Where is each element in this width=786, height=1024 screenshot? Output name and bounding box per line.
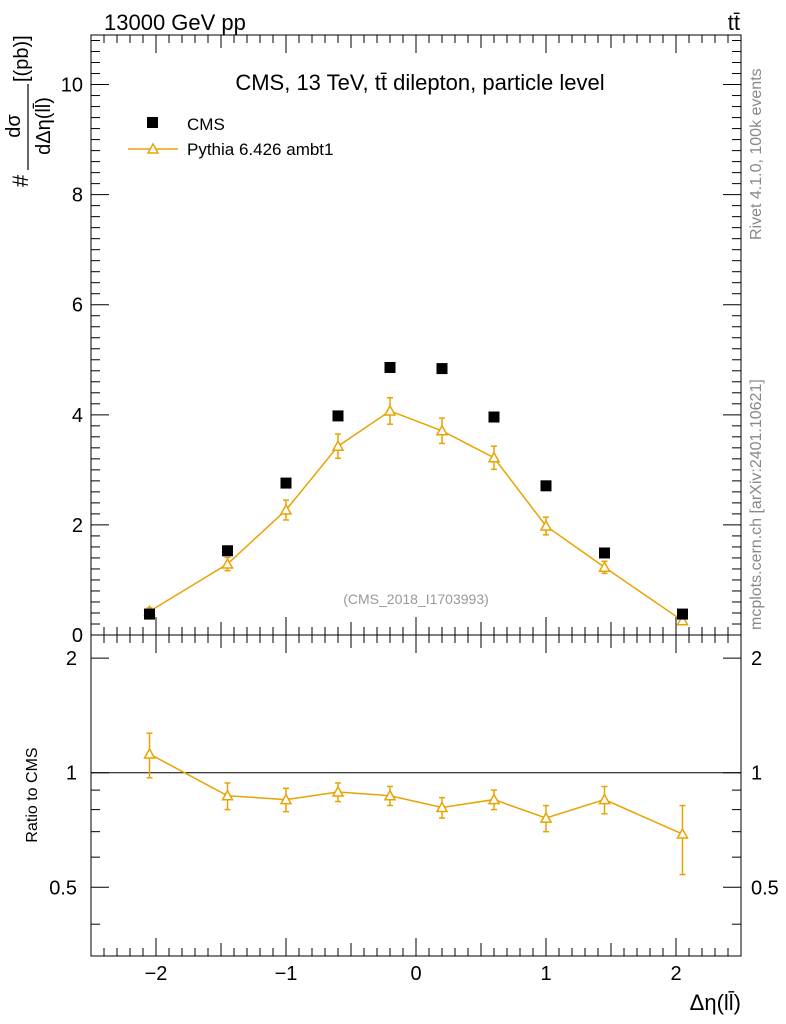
- pythia-point: [331, 439, 345, 451]
- ratio-point: [143, 747, 156, 759]
- ratio-point: [435, 800, 449, 813]
- ratio-point: [331, 785, 345, 797]
- ratio-axis-ticks: −2 −1 0 1 2 0.5 0.5 1 1 2 2: [49, 635, 779, 985]
- analysis-tag: (CMS_2018_I1703993): [343, 591, 489, 607]
- pythia-point: [279, 503, 293, 515]
- cms-point: [436, 363, 448, 375]
- cms-point: [540, 480, 552, 492]
- ratio-point: [539, 811, 553, 823]
- pythia-point: [539, 519, 553, 531]
- y-tick-label: 4: [72, 405, 83, 427]
- ratio-tick-label-left: 1: [66, 763, 77, 785]
- process-label: tt̄: [728, 10, 740, 35]
- legend-cms-marker: [147, 117, 158, 128]
- pythia-point: [383, 404, 397, 416]
- ratio-y-axis-label: Ratio to CMS: [24, 747, 41, 842]
- pythia-line: [149, 410, 683, 622]
- ratio-point: [487, 793, 501, 805]
- main-axis-ticks: 0 2 4 6 8 10: [61, 35, 742, 647]
- pythia-point: [487, 451, 501, 463]
- ratio-tick-label-right: 1: [751, 763, 762, 785]
- pythia-point: [435, 424, 449, 436]
- ratio-panel-frame: [90, 634, 742, 957]
- legend-pythia-label: Pythia 6.426 ambt1: [187, 140, 333, 159]
- cms-point: [144, 608, 155, 620]
- y-axis-label-prefix: #: [8, 174, 33, 187]
- y-tick-label: 10: [61, 75, 83, 97]
- x-tick-label: −2: [145, 963, 168, 985]
- cms-point: [677, 608, 688, 620]
- y-tick-label: 6: [72, 295, 83, 317]
- y-tick-label: 2: [72, 515, 83, 537]
- energy-label: 13000 GeV pp: [104, 10, 246, 35]
- ratio-point: [221, 789, 234, 801]
- ratio-tick-label-right: 0.5: [751, 877, 779, 899]
- legend-cms-label: CMS: [187, 115, 225, 134]
- cms-point: [384, 361, 396, 373]
- x-tick-label: −1: [275, 963, 298, 985]
- ratio-tick-label-left: 2: [66, 648, 77, 670]
- ratio-point: [279, 793, 293, 805]
- pythia-point: [598, 560, 611, 573]
- cms-point: [280, 477, 292, 489]
- rivet-label: Rivet 4.1.0, 100k events: [748, 68, 765, 240]
- legend: CMS Pythia 6.426 ambt1: [128, 115, 333, 159]
- x-tick-label: 1: [540, 963, 551, 985]
- cms-point: [599, 547, 610, 559]
- cms-point: [488, 411, 500, 423]
- mcplots-label: mcplots.cern.ch [arXiv:2401.10621]: [748, 379, 765, 630]
- chart-title: CMS, 13 TeV, tt̄ dilepton, particle leve…: [235, 70, 604, 95]
- ratio-point: [598, 793, 611, 805]
- y-axis-label-num: dσ: [3, 114, 25, 138]
- x-axis-label: Δη(ll̄): [690, 990, 741, 1015]
- pythia-point: [221, 557, 234, 569]
- y-axis-label: # dσ dΔη(ll̄) [(pb)]: [3, 35, 55, 187]
- ratio-point: [383, 789, 397, 801]
- x-tick-label: 0: [410, 963, 421, 985]
- x-tick-label: 2: [670, 963, 681, 985]
- cms-point: [332, 410, 344, 422]
- y-tick-label: 8: [72, 185, 83, 207]
- legend-pythia-marker: [146, 142, 160, 154]
- ratio-tick-label-left: 0.5: [49, 877, 77, 899]
- ratio-series-layer: [143, 732, 689, 876]
- y-axis-label-unit: [(pb)]: [11, 35, 33, 82]
- ratio-line: [149, 753, 683, 835]
- y-tick-label: 0: [72, 625, 83, 647]
- cms-point: [222, 545, 233, 557]
- main-series-layer: [143, 361, 689, 626]
- ratio-point: [676, 827, 689, 839]
- y-axis-label-den: dΔη(ll̄): [32, 97, 55, 155]
- ratio-tick-label-right: 2: [751, 648, 762, 670]
- pythia-point: [676, 614, 689, 626]
